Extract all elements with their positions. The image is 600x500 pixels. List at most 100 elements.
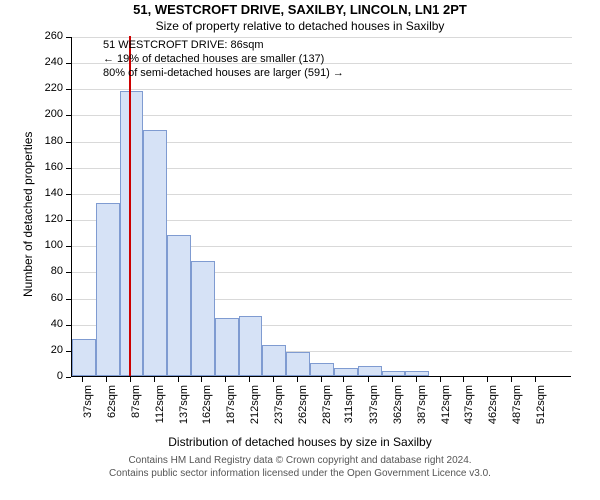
x-tick-label: 262sqm [297,385,309,433]
x-tick-label: 387sqm [416,385,428,433]
chart-titles: 51, WESTCROFT DRIVE, SAXILBY, LINCOLN, L… [0,2,600,33]
x-tick-mark [463,377,464,382]
x-tick-mark [201,377,202,382]
y-tick-label: 60 [9,292,63,304]
property-marker-line [129,36,131,376]
x-tick-label: 512sqm [535,385,547,433]
x-tick-label: 412sqm [440,385,452,433]
histogram-bar [310,363,334,376]
x-axis-label: Distribution of detached houses by size … [0,435,600,449]
y-tick-label: 40 [9,318,63,330]
y-tick-label: 200 [9,108,63,120]
histogram-bar [72,339,96,376]
y-axis-label: Number of detached properties [21,132,35,297]
annotation-line: 80% of semi-detached houses are larger (… [103,67,344,81]
gridline [72,37,572,38]
y-tick-mark [66,220,71,221]
x-tick-label: 137sqm [178,385,190,433]
x-tick-label: 462sqm [487,385,499,433]
plot-area [71,37,571,377]
x-tick-mark [368,377,369,382]
x-tick-mark [535,377,536,382]
histogram-bar [96,203,120,376]
y-tick-mark [66,142,71,143]
y-tick-mark [66,246,71,247]
x-tick-mark [297,377,298,382]
annotation-line: ← 19% of detached houses are smaller (13… [103,53,344,67]
histogram-bar [405,371,429,376]
x-tick-mark [249,377,250,382]
x-tick-mark [343,377,344,382]
x-tick-label: 487sqm [511,385,523,433]
x-tick-label: 337sqm [368,385,380,433]
y-tick-label: 20 [9,344,63,356]
histogram-bar [382,371,406,376]
histogram-bar [191,261,215,376]
x-tick-mark [321,377,322,382]
y-tick-label: 220 [9,82,63,94]
y-tick-label: 260 [9,30,63,42]
histogram-bar [120,91,144,376]
x-tick-mark [82,377,83,382]
x-tick-mark [416,377,417,382]
y-tick-label: 140 [9,187,63,199]
x-tick-mark [511,377,512,382]
x-tick-label: 437sqm [463,385,475,433]
y-tick-label: 120 [9,213,63,225]
y-tick-label: 180 [9,135,63,147]
gridline [72,89,572,90]
y-tick-label: 0 [9,370,63,382]
histogram-bar [262,345,286,376]
x-tick-label: 87sqm [130,385,142,433]
x-tick-mark [273,377,274,382]
x-tick-label: 187sqm [225,385,237,433]
footer-line-1: Contains HM Land Registry data © Crown c… [0,455,600,468]
y-tick-label: 160 [9,161,63,173]
x-tick-label: 362sqm [392,385,404,433]
footer-line-2: Contains public sector information licen… [0,468,600,481]
y-tick-mark [66,37,71,38]
y-tick-label: 240 [9,56,63,68]
footer-attribution: Contains HM Land Registry data © Crown c… [0,455,600,480]
title-line-1: 51, WESTCROFT DRIVE, SAXILBY, LINCOLN, L… [0,2,600,17]
x-tick-mark [154,377,155,382]
y-tick-mark [66,168,71,169]
histogram-bar [239,316,263,376]
x-tick-mark [106,377,107,382]
gridline [72,115,572,116]
histogram-bar [358,366,382,376]
histogram-bar [286,352,310,376]
x-tick-label: 112sqm [154,385,166,433]
x-tick-label: 162sqm [201,385,213,433]
x-tick-label: 237sqm [273,385,285,433]
histogram-bar [215,318,239,376]
y-tick-mark [66,325,71,326]
histogram-bar [167,235,191,376]
annotation-box: 51 WESTCROFT DRIVE: 86sqm← 19% of detach… [103,39,344,80]
y-tick-mark [66,194,71,195]
x-tick-mark [178,377,179,382]
y-tick-mark [66,272,71,273]
y-tick-mark [66,377,71,378]
x-tick-label: 62sqm [106,385,118,433]
y-tick-label: 80 [9,265,63,277]
annotation-line: 51 WESTCROFT DRIVE: 86sqm [103,39,344,53]
y-tick-mark [66,63,71,64]
x-tick-label: 311sqm [343,385,355,433]
y-tick-mark [66,351,71,352]
x-tick-label: 37sqm [82,385,94,433]
x-tick-label: 212sqm [249,385,261,433]
title-line-2: Size of property relative to detached ho… [0,19,600,33]
chart-area: 020406080100120140160180200220240260Numb… [9,37,591,433]
x-tick-mark [440,377,441,382]
x-tick-mark [130,377,131,382]
x-tick-mark [392,377,393,382]
y-tick-mark [66,299,71,300]
histogram-bar [143,130,167,376]
x-tick-label: 287sqm [321,385,333,433]
y-tick-label: 100 [9,239,63,251]
y-tick-mark [66,89,71,90]
histogram-bar [334,368,358,376]
y-tick-mark [66,115,71,116]
x-tick-mark [225,377,226,382]
